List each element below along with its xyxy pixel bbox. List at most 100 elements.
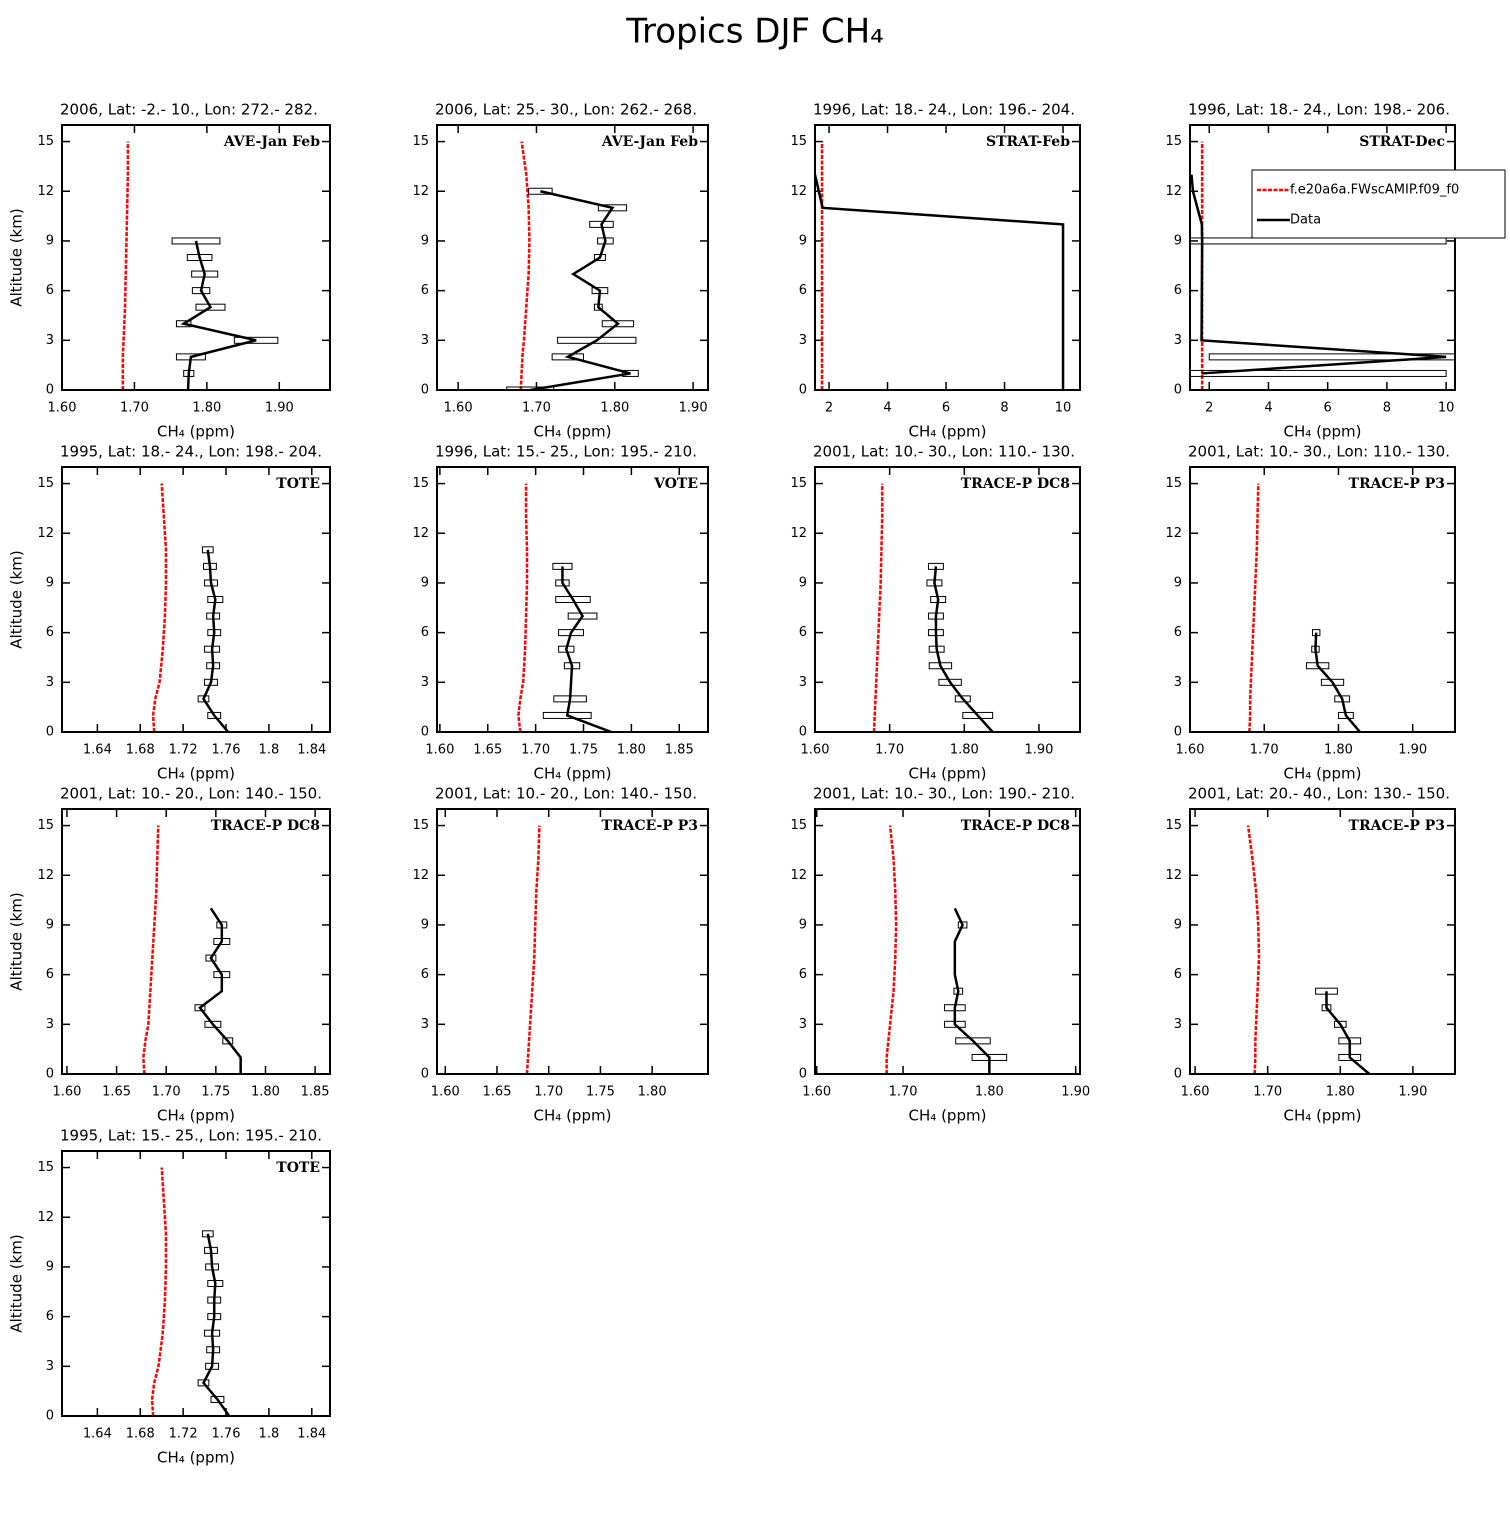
panel-title: 1995, Lat: 18.- 24., Lon: 198.- 204. — [60, 443, 322, 461]
panel-title: 2001, Lat: 10.- 30., Lon: 110.- 130. — [813, 443, 1075, 461]
y-tick-label: 0 — [46, 725, 54, 740]
x-tick-label: 6 — [1324, 401, 1332, 416]
x-axis-label: CH₄ (ppm) — [909, 1107, 987, 1125]
x-tick-label: 1.70 — [889, 1085, 918, 1100]
panel: 1995, Lat: 18.- 24., Lon: 198.- 204. TOTE… — [8, 443, 331, 783]
panel: 2001, Lat: 10.- 20., Lon: 140.- 150. TRAC… — [8, 785, 331, 1125]
y-tick-label: 9 — [799, 917, 807, 932]
y-tick-label: 12 — [37, 868, 54, 883]
annotation: AVE-Jan Feb — [223, 134, 320, 150]
x-tick-label: 1.90 — [265, 401, 294, 416]
y-tick-label: 9 — [799, 233, 807, 248]
x-axis-label: CH₄ (ppm) — [534, 1107, 612, 1125]
plot-area — [1190, 141, 1455, 390]
panel: 1995, Lat: 15.- 25., Lon: 195.- 210. TOTE… — [8, 1127, 331, 1467]
y-tick-label: 15 — [790, 818, 807, 833]
y-tick-label: 0 — [1174, 725, 1182, 740]
plot-area — [517, 483, 612, 732]
profile-line — [1314, 632, 1361, 732]
x-tick-label: 1.70 — [522, 401, 551, 416]
y-tick-label: 12 — [790, 868, 807, 883]
y-tick-label: 3 — [46, 1359, 54, 1374]
x-tick-label: 1.75 — [586, 1085, 615, 1100]
x-tick-label: 1.76 — [212, 1427, 241, 1442]
y-tick-label: 6 — [1174, 283, 1182, 298]
x-axis-label: CH₄ (ppm) — [157, 1449, 235, 1467]
x-tick-label: 1.64 — [83, 1427, 112, 1442]
error-bar — [222, 1037, 234, 1045]
y-tick-label: 0 — [421, 383, 429, 398]
x-tick-label: 1.8 — [259, 743, 280, 758]
plot-frame — [61, 1150, 331, 1417]
y-tick-label: 12 — [1165, 526, 1182, 541]
y-tick-label: 0 — [46, 1409, 54, 1424]
y-tick-label: 15 — [412, 134, 429, 149]
y-tick-label: 12 — [412, 184, 429, 199]
y-tick-label: 3 — [1174, 1017, 1182, 1032]
x-tick-label: 1.60 — [431, 1085, 460, 1100]
x-tick-label: 1.65 — [102, 1085, 131, 1100]
x-axis-label: CH₄ (ppm) — [1284, 765, 1362, 783]
x-tick-label: 1.80 — [950, 743, 979, 758]
panel: 2006, Lat: 25.- 30., Lon: 262.- 268. AVE-… — [412, 101, 709, 441]
y-tick-label: 0 — [799, 725, 807, 740]
y-axis-label: Altitude (km) — [8, 892, 26, 990]
y-tick-label: 15 — [412, 476, 429, 491]
x-tick-label: 1.85 — [301, 1085, 330, 1100]
x-tick-label: 1.70 — [534, 1085, 563, 1100]
annotation: TRACE-P DC8 — [961, 818, 1070, 834]
profile-line — [202, 1233, 231, 1416]
y-tick-label: 3 — [421, 333, 429, 348]
y-tick-label: 3 — [1174, 675, 1182, 690]
panel: 2001, Lat: 10.- 30., Lon: 110.- 130. TRAC… — [790, 443, 1081, 783]
x-axis-label: CH₄ (ppm) — [1284, 1107, 1362, 1125]
y-tick-label: 0 — [1174, 1067, 1182, 1082]
x-tick-label: 1.90 — [1024, 743, 1053, 758]
y-tick-label: 9 — [46, 917, 54, 932]
error-bar — [938, 678, 962, 686]
y-tick-label: 0 — [46, 383, 54, 398]
y-tick-label: 3 — [799, 675, 807, 690]
y-tick-label: 9 — [421, 917, 429, 932]
y-tick-label: 15 — [790, 134, 807, 149]
x-axis-label: CH₄ (ppm) — [157, 765, 235, 783]
x-tick-label: 1.60 — [801, 743, 830, 758]
profile-line — [1248, 483, 1260, 732]
profile-line — [121, 141, 130, 390]
x-tick-label: 1.80 — [600, 401, 629, 416]
y-tick-label: 9 — [1174, 917, 1182, 932]
legend-box — [1251, 169, 1506, 239]
panel-title: 1996, Lat: 18.- 24., Lon: 198.- 206. — [1188, 101, 1450, 119]
annotation: AVE-Jan Feb — [601, 134, 698, 150]
x-tick-label: 1.60 — [52, 1085, 81, 1100]
y-tick-label: 0 — [799, 383, 807, 398]
error-bar — [1208, 353, 1455, 361]
annotation: TOTE — [276, 476, 320, 492]
y-tick-label: 15 — [37, 1160, 54, 1175]
plot-area — [151, 483, 230, 732]
panel-title: 2001, Lat: 10.- 30., Lon: 190.- 210. — [813, 785, 1075, 803]
y-tick-label: 12 — [412, 868, 429, 883]
plot-area — [1246, 825, 1371, 1074]
x-tick-label: 1.68 — [126, 743, 155, 758]
profile-line — [872, 483, 884, 732]
y-tick-label: 6 — [421, 283, 429, 298]
y-tick-label: 6 — [1174, 625, 1182, 640]
panel: 1996, Lat: 18.- 24., Lon: 198.- 206. STRA… — [1165, 101, 1506, 441]
error-bar — [175, 320, 192, 328]
annotation: VOTE — [653, 476, 698, 492]
error-bar — [207, 711, 222, 719]
error-bar — [194, 1004, 206, 1012]
plot-frame — [61, 124, 331, 391]
profile-line — [885, 825, 898, 1074]
x-tick-label: 1.80 — [617, 743, 646, 758]
error-bar — [197, 1379, 210, 1387]
plot-area — [872, 483, 994, 732]
x-tick-label: 1.80 — [1324, 743, 1353, 758]
x-tick-label: 1.80 — [638, 1085, 667, 1100]
y-tick-label: 9 — [46, 575, 54, 590]
legend-label: Data — [1290, 213, 1321, 228]
y-tick-label: 12 — [790, 184, 807, 199]
x-tick-label: 2 — [1205, 401, 1213, 416]
